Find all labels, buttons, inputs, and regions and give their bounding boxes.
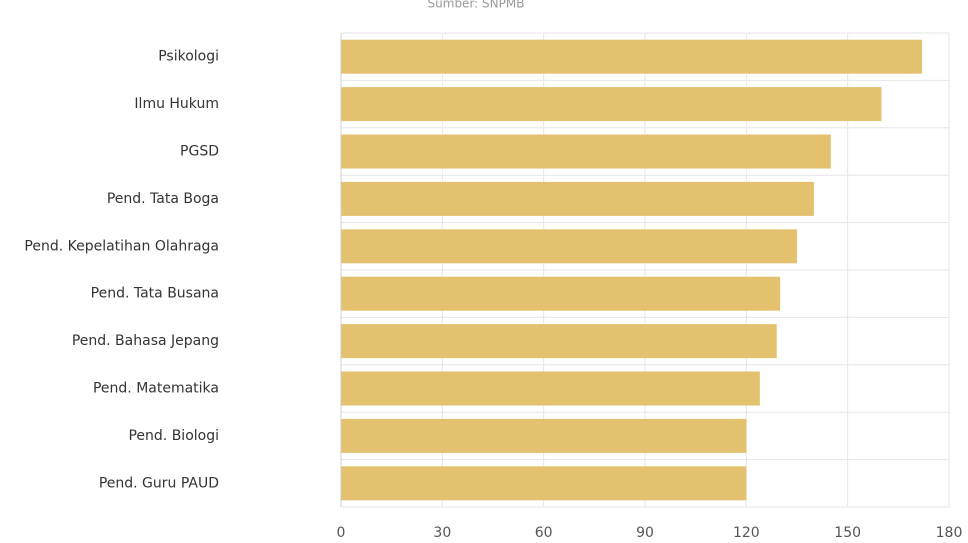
bar [341,371,760,406]
y-tick-label: Pend. Biologi [128,428,219,444]
bar [341,418,747,453]
y-tick-label: Pend. Bahasa Jepang [72,333,219,349]
y-tick-label: Pend. Kepelatihan Olahraga [24,238,219,254]
bar [341,466,747,501]
x-tick-label: 150 [834,525,861,541]
bar [341,324,777,359]
bar [341,39,922,74]
x-tick-label: 0 [337,525,346,541]
x-tick-label: 180 [936,525,963,541]
x-tick-label: 60 [535,525,553,541]
y-tick-label: Ilmu Hukum [134,96,219,112]
bar [341,181,814,216]
y-tick-label: Pend. Guru PAUD [99,475,219,491]
bar [341,134,831,169]
bar [341,229,797,264]
y-tick-label: Pend. Tata Busana [91,286,219,302]
y-tick-label: Psikologi [158,49,219,65]
x-tick-label: 90 [636,525,654,541]
y-tick-label: PGSD [180,144,219,160]
y-tick-label: Pend. Tata Boga [107,191,219,207]
bar [341,87,882,122]
bar [341,276,781,311]
source: Sumber: SNPMB [428,0,525,11]
x-tick-label: 120 [733,525,760,541]
y-tick-label: Pend. Matematika [93,381,219,397]
x-tick-label: 30 [433,525,451,541]
